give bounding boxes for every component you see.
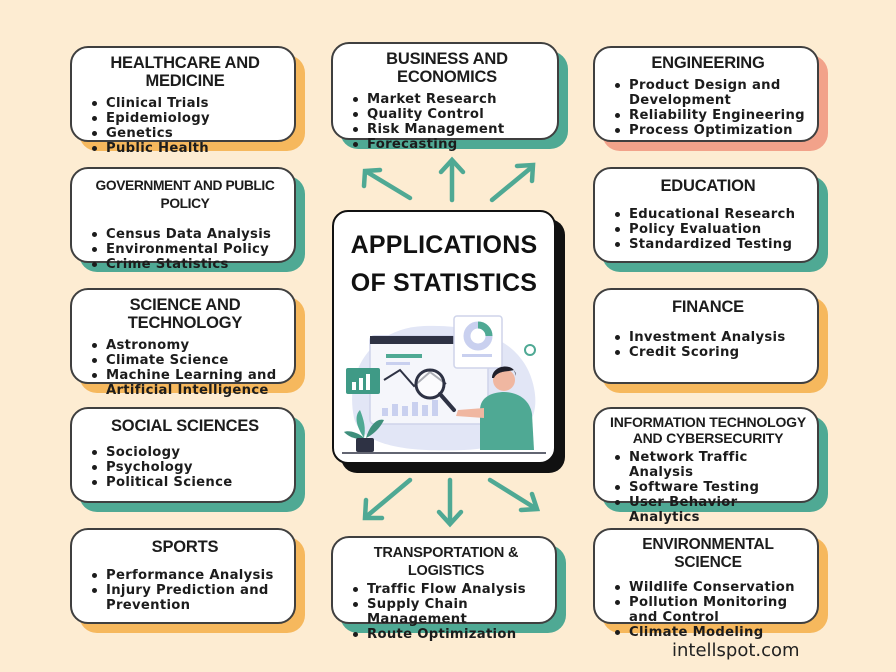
- list-item: Crime Statistics: [92, 257, 284, 272]
- card-list: Census Data Analysis Environmental Polic…: [86, 227, 284, 272]
- magnifier-icon: [414, 368, 456, 412]
- list-item: Political Science: [92, 475, 284, 490]
- card-title: SPORTS: [151, 538, 219, 556]
- plant-icon: [344, 410, 384, 452]
- list-item: Astronomy: [92, 338, 284, 353]
- list-item: Genetics: [92, 126, 284, 141]
- card-business: BUSINESS AND ECONOMICS Market Research Q…: [331, 42, 559, 152]
- card-engineering: ENGINEERING Product Design and Developme…: [593, 46, 819, 142]
- list-item: Educational Research: [615, 207, 807, 222]
- card-title: SCIENCE AND TECHNOLOGY: [127, 296, 243, 332]
- list-item: Clinical Trials: [92, 96, 284, 111]
- card-list: Educational Research Policy Evaluation S…: [609, 207, 807, 252]
- list-item: Environmental Policy: [92, 242, 284, 257]
- card-social: SOCIAL SCIENCES Sociology Psychology Pol…: [70, 407, 296, 503]
- list-item: Census Data Analysis: [92, 227, 284, 242]
- card-list: Network Traffic Analysis Software Testin…: [609, 450, 807, 525]
- card-list: Sociology Psychology Political Science: [86, 445, 284, 490]
- footer-site[interactable]: intellspot.com: [672, 640, 800, 661]
- card-list: Product Design and Development Reliabili…: [609, 78, 807, 138]
- list-item: Supply Chain Management: [353, 597, 545, 627]
- list-item: Epidemiology: [92, 111, 284, 126]
- list-item: Quality Control: [353, 107, 547, 122]
- card-title: FINANCE: [672, 298, 744, 316]
- card-title: INFORMATION TECHNOLOGY AND CYBERSECURITY: [610, 414, 806, 446]
- card-finance: FINANCE Investment Analysis Credit Scori…: [593, 288, 819, 384]
- card-title: TRANSPORTATION & LOGISTICS: [373, 545, 519, 579]
- card-transport: TRANSPORTATION & LOGISTICS Traffic Flow …: [331, 536, 557, 642]
- list-item: Product Design and Development: [615, 78, 807, 108]
- card-title: ENVIRONMENTAL SCIENCE: [642, 536, 774, 571]
- card-it: INFORMATION TECHNOLOGY AND CYBERSECURITY…: [593, 407, 819, 525]
- list-item: Reliability Engineering: [615, 108, 807, 123]
- dashboard-illustration: [342, 315, 546, 454]
- list-item: Machine Learning and Artificial Intellig…: [92, 368, 284, 398]
- card-government: GOVERNMENT AND PUBLIC POLICY Census Data…: [70, 167, 296, 272]
- card-title: GOVERNMENT AND PUBLIC POLICY: [95, 178, 275, 211]
- list-item: Credit Scoring: [615, 345, 807, 360]
- list-item: Performance Analysis: [92, 568, 284, 583]
- card-title: EDUCATION: [660, 177, 756, 195]
- list-item: Market Research: [353, 92, 547, 107]
- arrow-up-right: [489, 164, 535, 203]
- list-item: Wildlife Conservation: [615, 580, 807, 595]
- arrow-down-right: [487, 477, 538, 511]
- list-item: Psychology: [92, 460, 284, 475]
- arrow-down-left: [364, 477, 413, 519]
- list-item: Forecasting: [353, 137, 547, 152]
- card-list: Wildlife Conservation Pollution Monitori…: [609, 580, 807, 640]
- list-item: Process Optimization: [615, 123, 807, 138]
- card-list: Investment Analysis Credit Scoring: [609, 330, 807, 360]
- card-healthcare: HEALTHCARE AND MEDICINE Clinical Trials …: [70, 46, 296, 156]
- list-item: Pollution Monitoring and Control: [615, 595, 807, 625]
- list-item: Climate Modeling: [615, 625, 807, 640]
- list-item: Risk Management: [353, 122, 547, 137]
- card-list: Market Research Quality Control Risk Man…: [347, 92, 547, 152]
- arrow-up-left: [364, 169, 413, 201]
- card-environment: ENVIRONMENTAL SCIENCE Wildlife Conservat…: [593, 528, 819, 640]
- card-list: Astronomy Climate Science Machine Learni…: [86, 338, 284, 398]
- card-title: ENGINEERING: [651, 54, 765, 72]
- list-item: Policy Evaluation: [615, 222, 807, 237]
- list-item: Investment Analysis: [615, 330, 807, 345]
- list-item: Public Health: [92, 141, 284, 156]
- list-item: Injury Prediction and Prevention: [92, 583, 284, 613]
- card-science: SCIENCE AND TECHNOLOGY Astronomy Climate…: [70, 288, 296, 398]
- list-item: Network Traffic Analysis: [615, 450, 807, 480]
- list-item: Sociology: [92, 445, 284, 460]
- card-title: BUSINESS AND ECONOMICS: [386, 50, 508, 86]
- card-education: EDUCATION Educational Research Policy Ev…: [593, 167, 819, 263]
- card-title: SOCIAL SCIENCES: [111, 417, 259, 435]
- card-list: Traffic Flow Analysis Supply Chain Manag…: [347, 582, 545, 642]
- list-item: Traffic Flow Analysis: [353, 582, 545, 597]
- list-item: Climate Science: [92, 353, 284, 368]
- list-item: Standardized Testing: [615, 237, 807, 252]
- card-sports: SPORTS Performance Analysis Injury Predi…: [70, 528, 296, 624]
- list-item: Route Optimization: [353, 627, 545, 642]
- card-title: HEALTHCARE AND MEDICINE: [110, 54, 260, 90]
- list-item: User Behavior Analytics: [615, 495, 807, 525]
- card-list: Performance Analysis Injury Prediction a…: [86, 568, 284, 613]
- card-list: Clinical Trials Epidemiology Genetics Pu…: [86, 96, 284, 156]
- center-panel: APPLICATIONS OF STATISTICS: [332, 210, 556, 464]
- list-item: Software Testing: [615, 480, 807, 495]
- center-title: APPLICATIONS OF STATISTICS: [350, 231, 538, 297]
